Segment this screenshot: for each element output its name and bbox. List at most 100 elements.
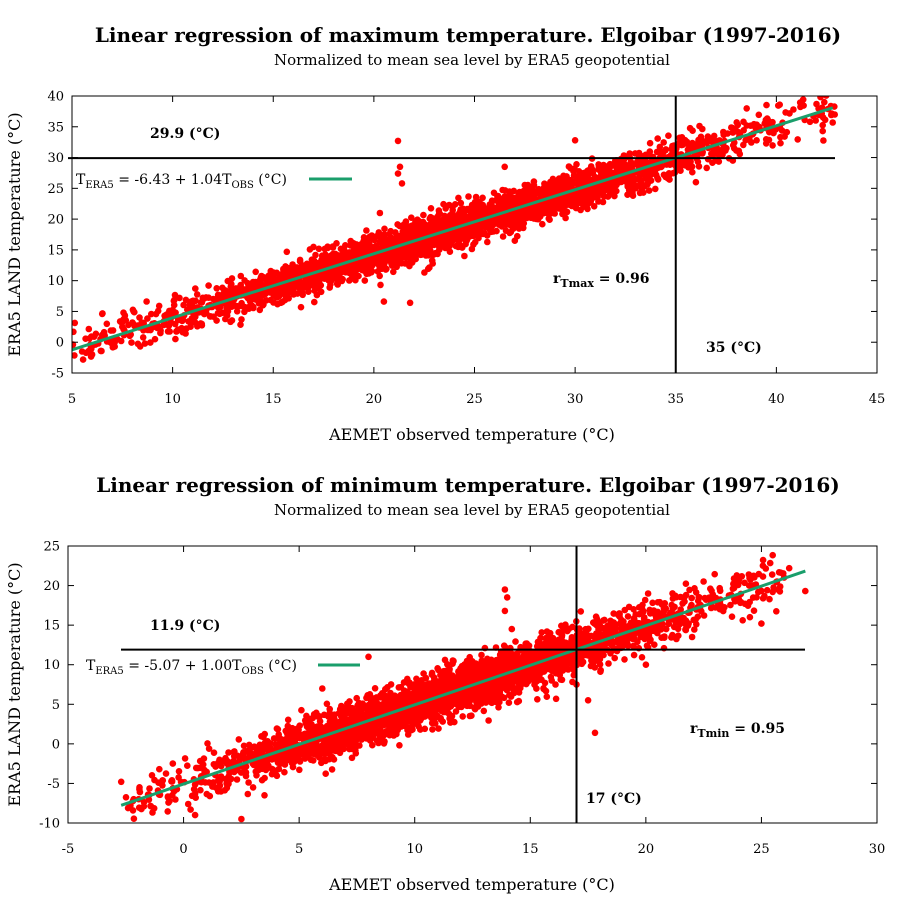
scatter-point	[273, 725, 281, 732]
scatter-point	[585, 170, 592, 178]
scatter-point	[555, 197, 563, 204]
scatter-point	[689, 168, 696, 176]
scatter-point	[350, 240, 357, 247]
scatter-point	[322, 770, 330, 777]
scatter-point	[331, 267, 339, 274]
scatter-point	[589, 166, 596, 173]
scatter-point	[577, 206, 584, 214]
x-tick-label: 30	[567, 392, 584, 407]
scatter-point	[107, 327, 115, 334]
scatter-point	[312, 283, 319, 291]
scatter-point	[214, 309, 222, 317]
scatter-point	[422, 251, 430, 259]
scatter-point	[341, 246, 348, 254]
scatter-point	[615, 176, 623, 184]
scatter-point	[699, 150, 706, 157]
scatter-point	[556, 203, 564, 211]
y-tick-label: 35	[47, 120, 64, 135]
scatter-point	[540, 200, 547, 208]
scatter-point	[166, 328, 173, 335]
scatter-point	[285, 295, 293, 302]
scatter-point	[452, 708, 460, 715]
scatter-point	[599, 198, 607, 206]
scatter-point	[569, 194, 577, 202]
scatter-point	[417, 230, 425, 237]
scatter-point	[456, 241, 464, 249]
x-tick-label: 5	[68, 392, 76, 407]
scatter-point	[470, 232, 478, 240]
scatter-point	[395, 237, 403, 244]
scatter-point	[660, 139, 667, 146]
y-tick-label: 25	[47, 182, 64, 197]
scatter-point	[575, 168, 583, 175]
scatter-point	[256, 306, 264, 314]
scatter-point	[821, 98, 828, 106]
scatter-point	[271, 275, 278, 282]
scatter-point	[342, 242, 349, 249]
scatter-point-outlier	[829, 119, 836, 126]
chart-subtitle: Normalized to mean sea level by ERA5 geo…	[274, 51, 670, 69]
scatter-point	[129, 306, 137, 314]
scatter-point	[281, 283, 289, 291]
scatter-point	[245, 779, 252, 786]
scatter-point	[506, 194, 513, 201]
scatter-point	[116, 318, 124, 325]
scatter-point	[620, 152, 628, 159]
scatter-point-outlier	[571, 137, 579, 144]
hline-label: 29.9 (°C)	[150, 126, 220, 142]
scatter-point	[85, 325, 93, 333]
scatter-point	[686, 124, 694, 132]
scatter-point	[770, 129, 777, 137]
scatter-point	[434, 665, 441, 672]
scatter-point	[547, 178, 554, 186]
scatter-point	[462, 237, 469, 244]
scatter-point	[233, 303, 240, 310]
scatter-point	[472, 193, 480, 201]
scatter-point	[316, 718, 324, 725]
scatter-point-outlier	[90, 333, 98, 341]
scatter-point	[616, 165, 624, 173]
scatter-point	[296, 766, 303, 774]
scatter-point-outlier	[831, 111, 838, 118]
scatter-point	[681, 160, 689, 167]
chart-title: Linear regression of maximum temperature…	[95, 23, 841, 47]
scatter-point	[237, 321, 244, 329]
scatter-point	[390, 237, 398, 244]
scatter-point	[202, 294, 210, 301]
scatter-point	[494, 193, 501, 201]
scatter-point	[587, 198, 594, 206]
vline-label: 35 (°C)	[706, 340, 762, 356]
scatter-point	[136, 343, 144, 350]
scatter-point	[669, 145, 677, 153]
scatter-point-outlier	[394, 170, 402, 177]
scatter-point	[621, 656, 628, 663]
scatter-point	[493, 227, 500, 235]
scatter-point	[524, 181, 532, 189]
scatter-point	[408, 214, 415, 221]
scatter-point	[777, 133, 784, 141]
scatter-point	[189, 297, 197, 305]
scatter-point	[743, 105, 750, 112]
scatter-point	[485, 717, 492, 724]
scatter-point	[280, 267, 287, 275]
scatter-point	[703, 164, 710, 172]
scatter-point	[181, 755, 189, 762]
scatter-point	[325, 269, 333, 276]
x-tick-label: 40	[768, 392, 785, 407]
scatter-point	[366, 246, 374, 254]
scatter-point	[252, 268, 259, 276]
scatter-point	[517, 212, 524, 220]
scatter-point	[708, 150, 715, 158]
scatter-point	[97, 347, 105, 355]
scatter-point	[420, 211, 427, 219]
scatter-point	[224, 277, 232, 285]
scatter-point	[520, 224, 527, 232]
scatter-point	[79, 356, 87, 363]
scatter-point	[128, 339, 135, 346]
scatter-point	[103, 320, 111, 328]
scatter-point	[654, 135, 661, 142]
scatter-point	[469, 202, 477, 209]
scatter-point	[796, 99, 804, 106]
scatter-point	[180, 301, 187, 309]
scatter-point	[626, 183, 633, 190]
